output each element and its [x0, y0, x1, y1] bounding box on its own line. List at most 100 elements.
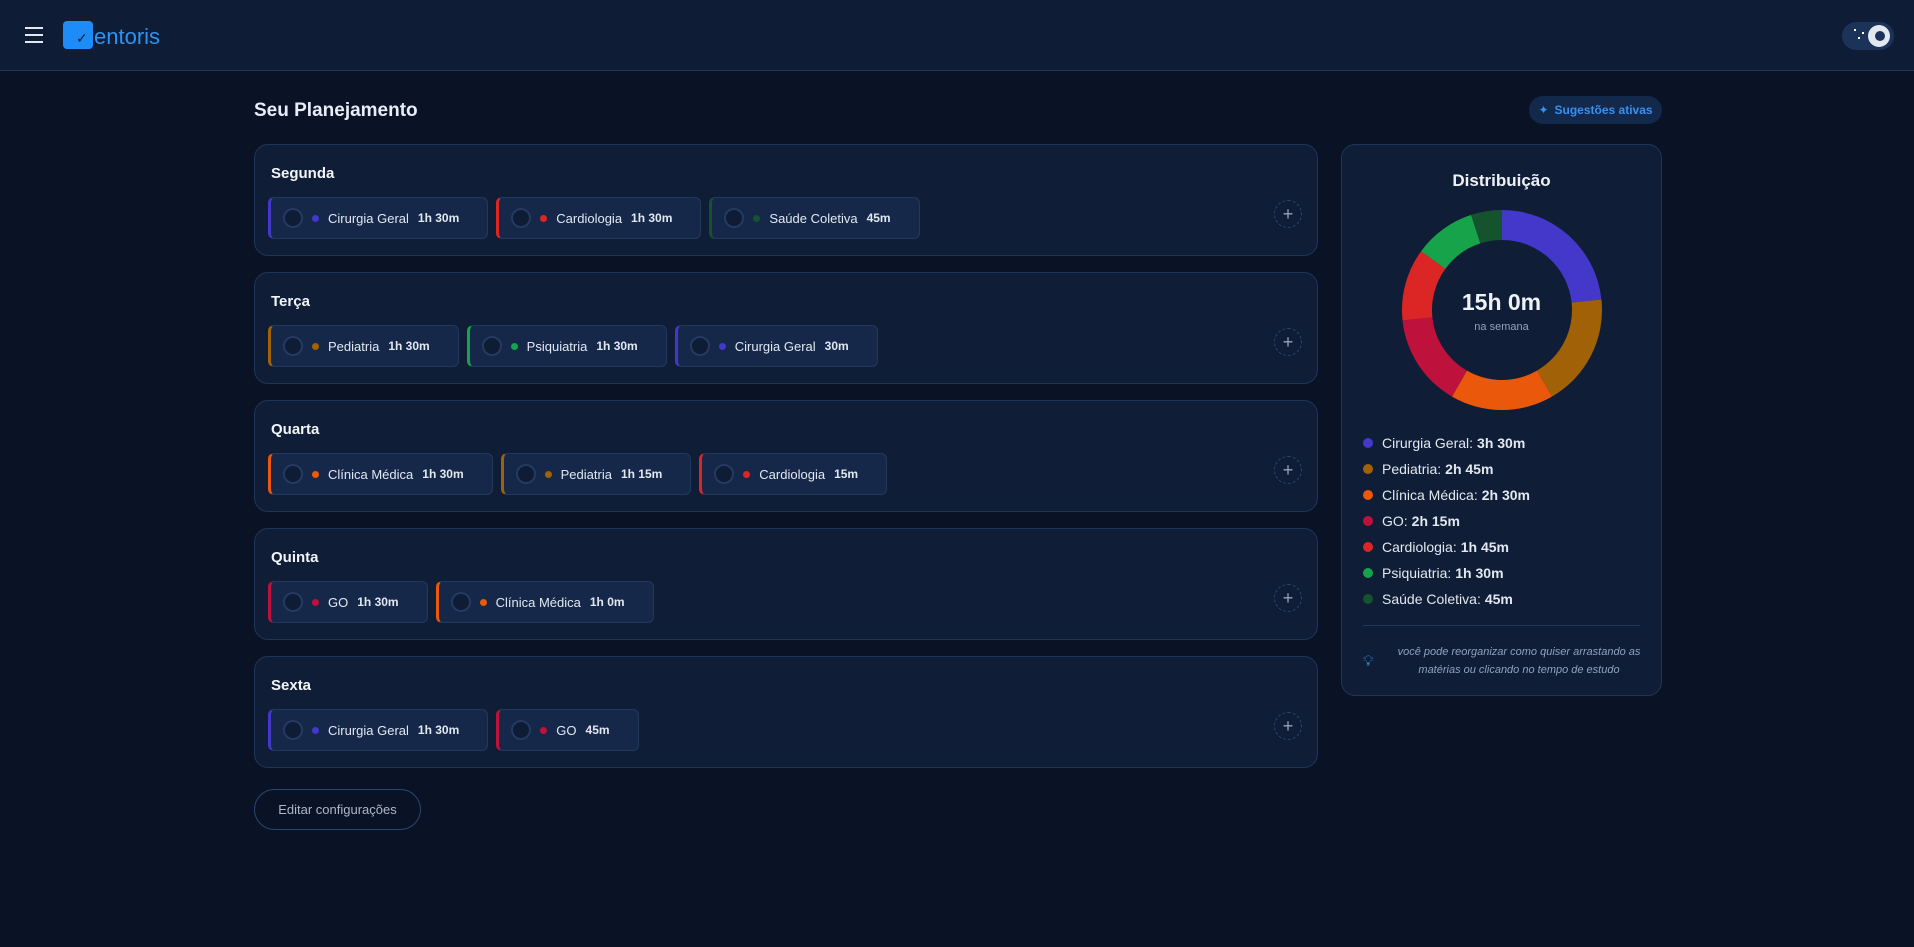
subject-name: GO — [328, 594, 349, 610]
subject-color-dot — [540, 726, 548, 734]
complete-checkbox[interactable] — [283, 336, 303, 356]
complete-checkbox[interactable] — [283, 720, 303, 740]
legend-item: GO: 2h 15m — [1363, 508, 1530, 534]
top-bar: entoris — [0, 0, 1914, 71]
tip-text: você pode reorganizar como quiser arrast… — [1397, 646, 1641, 676]
moon-icon — [1868, 25, 1890, 47]
legend-item: Cardiologia: 1h 45m — [1363, 534, 1530, 560]
subject-color-dot — [544, 470, 552, 478]
study-time[interactable]: 1h 30m — [388, 339, 430, 353]
subject-name: Cardiologia — [556, 210, 623, 226]
legend-value: 2h 15m — [1411, 513, 1460, 529]
study-time[interactable]: 30m — [824, 339, 849, 353]
complete-checkbox[interactable] — [511, 720, 532, 740]
subject-name: GO — [556, 722, 577, 738]
logo[interactable]: entoris — [63, 20, 160, 50]
complete-checkbox[interactable] — [724, 208, 745, 228]
subject-color-dot — [312, 726, 319, 734]
donut-segment-saúde-coletiva — [1471, 210, 1502, 244]
subject-chip[interactable]: Cirurgia Geral 1h 30m — [268, 709, 489, 751]
legend-value: 45m — [1484, 591, 1513, 607]
subject-color-dot — [540, 214, 548, 222]
subject-name: Cirurgia Geral — [328, 210, 409, 226]
complete-checkbox[interactable] — [689, 336, 710, 356]
legend-label: GO: — [1382, 513, 1408, 529]
legend-label: Cardiologia: — [1382, 539, 1457, 555]
legend-label: Cirurgia Geral: — [1382, 435, 1474, 451]
subject-chip[interactable]: Cardiologia 15m — [699, 453, 888, 495]
legend-color-dot — [1363, 490, 1373, 500]
subject-name: Saúde Coletiva — [769, 210, 858, 226]
complete-checkbox[interactable] — [481, 336, 502, 356]
subject-chip[interactable]: Saúde Coletiva 45m — [709, 197, 920, 239]
day-card-quarta: Quarta Clínica Médica 1h 30m Pediatria 1… — [254, 400, 1318, 512]
complete-checkbox[interactable] — [450, 592, 471, 612]
donut-segment-cirurgia-geral — [1502, 210, 1602, 303]
legend-color-dot — [1363, 464, 1373, 474]
legend-value: 1h 45m — [1460, 539, 1509, 555]
hamburger-menu-button[interactable] — [25, 27, 43, 43]
study-time[interactable]: 15m — [834, 467, 859, 481]
subject-chip[interactable]: Psiquiatria 1h 30m — [466, 325, 667, 367]
complete-checkbox[interactable] — [515, 464, 536, 484]
complete-checkbox[interactable] — [283, 592, 303, 612]
suggestions-label: Sugestões ativas — [1554, 103, 1653, 117]
subject-chip[interactable]: Pediatria 1h 15m — [500, 453, 692, 495]
subject-name: Cirurgia Geral — [328, 722, 409, 738]
suggestions-button[interactable]: ✦ Sugestões ativas — [1529, 96, 1662, 124]
legend-label: Pediatria: — [1382, 461, 1442, 477]
legend-item: Cirurgia Geral: 3h 30m — [1363, 430, 1530, 456]
legend-item: Clínica Médica: 2h 30m — [1363, 482, 1530, 508]
day-card-segunda: Segunda Cirurgia Geral 1h 30m Cardiologi… — [254, 144, 1318, 256]
day-label: Terça — [271, 293, 310, 310]
subject-chip[interactable]: GO 1h 30m — [268, 581, 428, 623]
legend-color-dot — [1363, 516, 1373, 526]
add-subject-button[interactable]: + — [1274, 712, 1302, 740]
legend-value: 2h 30m — [1481, 487, 1530, 503]
subject-color-dot — [312, 342, 319, 350]
distribution-panel: Distribuição 15h 0m na semana Cirurgia G… — [1341, 144, 1662, 696]
legend-label: Psiquiatria: — [1382, 565, 1452, 581]
add-subject-button[interactable]: + — [1274, 456, 1302, 484]
subject-chip[interactable]: GO 45m — [496, 709, 639, 751]
study-time[interactable]: 45m — [585, 723, 610, 737]
subject-chip[interactable]: Cirurgia Geral 30m — [674, 325, 878, 367]
distribution-donut-chart — [1402, 210, 1602, 410]
study-time[interactable]: 1h 30m — [417, 211, 460, 225]
total-caption: na semana — [1474, 321, 1529, 333]
complete-checkbox[interactable] — [283, 208, 303, 228]
subject-chip[interactable]: Pediatria 1h 30m — [268, 325, 459, 367]
subject-chip[interactable]: Clínica Médica 1h 0m — [435, 581, 654, 623]
legend-value: 2h 45m — [1445, 461, 1494, 477]
complete-checkbox[interactable] — [283, 464, 303, 484]
subject-chip[interactable]: Clínica Médica 1h 30m — [268, 453, 493, 495]
study-time[interactable]: 1h 30m — [631, 211, 673, 225]
subject-name: Pediatria — [328, 338, 380, 354]
study-time[interactable]: 45m — [866, 211, 891, 225]
subject-chip[interactable]: Cardiologia 1h 30m — [496, 197, 702, 239]
day-label: Segunda — [271, 165, 335, 182]
legend-label: Clínica Médica: — [1382, 487, 1478, 503]
study-time[interactable]: 1h 15m — [620, 467, 663, 481]
subject-name: Cardiologia — [759, 466, 826, 482]
day-card-quinta: Quinta GO 1h 30m Clínica Médica 1h 0m + — [254, 528, 1318, 640]
study-time[interactable]: 1h 30m — [596, 339, 638, 353]
subject-chip[interactable]: Cirurgia Geral 1h 30m — [268, 197, 489, 239]
study-time[interactable]: 1h 30m — [417, 723, 460, 737]
study-time[interactable]: 1h 0m — [589, 595, 625, 609]
subject-color-dot — [479, 598, 487, 606]
edit-settings-button[interactable]: Editar configurações — [254, 789, 421, 830]
add-subject-button[interactable]: + — [1274, 328, 1302, 356]
subject-color-dot — [743, 470, 751, 478]
subject-color-dot — [312, 598, 319, 606]
complete-checkbox[interactable] — [714, 464, 735, 484]
subject-name: Clínica Médica — [328, 466, 414, 482]
complete-checkbox[interactable] — [511, 208, 532, 228]
add-subject-button[interactable]: + — [1274, 584, 1302, 612]
page-title: Seu Planejamento — [254, 100, 418, 121]
add-subject-button[interactable]: + — [1274, 200, 1302, 228]
theme-toggle[interactable] — [1842, 22, 1894, 50]
study-time[interactable]: 1h 30m — [357, 595, 399, 609]
study-time[interactable]: 1h 30m — [422, 467, 464, 481]
legend-color-dot — [1363, 594, 1373, 604]
